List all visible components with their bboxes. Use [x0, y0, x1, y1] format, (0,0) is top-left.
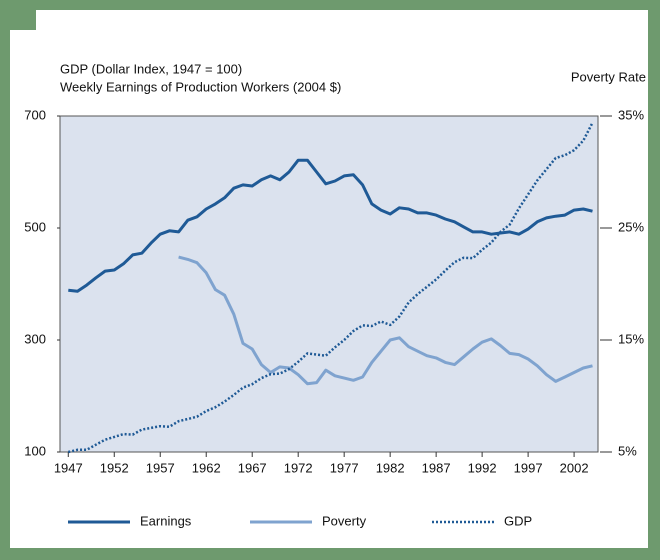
series-line [178, 255, 593, 386]
x-tick-label: 1962 [192, 460, 221, 475]
left-axis-title: Weekly Earnings of Production Workers (2… [60, 79, 341, 94]
legend-label: Poverty [322, 513, 367, 528]
corner-mark [10, 10, 36, 30]
legend-label: Earnings [140, 513, 192, 528]
y2-tick-label: 25% [618, 219, 644, 234]
y2-tick-label: 35% [618, 107, 644, 122]
x-tick-label: 1957 [146, 460, 175, 475]
x-tick-label: 1997 [514, 460, 543, 475]
y2-tick-label: 15% [618, 331, 644, 346]
x-tick-label: 1947 [54, 460, 83, 475]
y-tick-label: 500 [24, 219, 46, 234]
plot-area [59, 115, 599, 453]
x-tick-label: 1952 [100, 460, 129, 475]
x-tick-label: 1987 [422, 460, 451, 475]
x-tick-label: 1982 [376, 460, 405, 475]
x-tick-label: 1967 [238, 460, 267, 475]
left-axis-title: GDP (Dollar Index, 1947 = 100) [60, 61, 242, 76]
legend-label: GDP [504, 513, 532, 528]
series-line [68, 158, 593, 293]
x-tick-label: 1992 [468, 460, 497, 475]
x-tick-label: 1972 [284, 460, 313, 475]
y-tick-label: 300 [24, 331, 46, 346]
x-tick-label: 2002 [560, 460, 589, 475]
x-tick-label: 1977 [330, 460, 359, 475]
y-tick-label: 700 [24, 107, 46, 122]
y-tick-label: 100 [24, 443, 46, 458]
right-axis-title: Poverty Rate [571, 69, 646, 84]
series-line [68, 122, 594, 454]
y2-tick-label: 5% [618, 443, 637, 458]
